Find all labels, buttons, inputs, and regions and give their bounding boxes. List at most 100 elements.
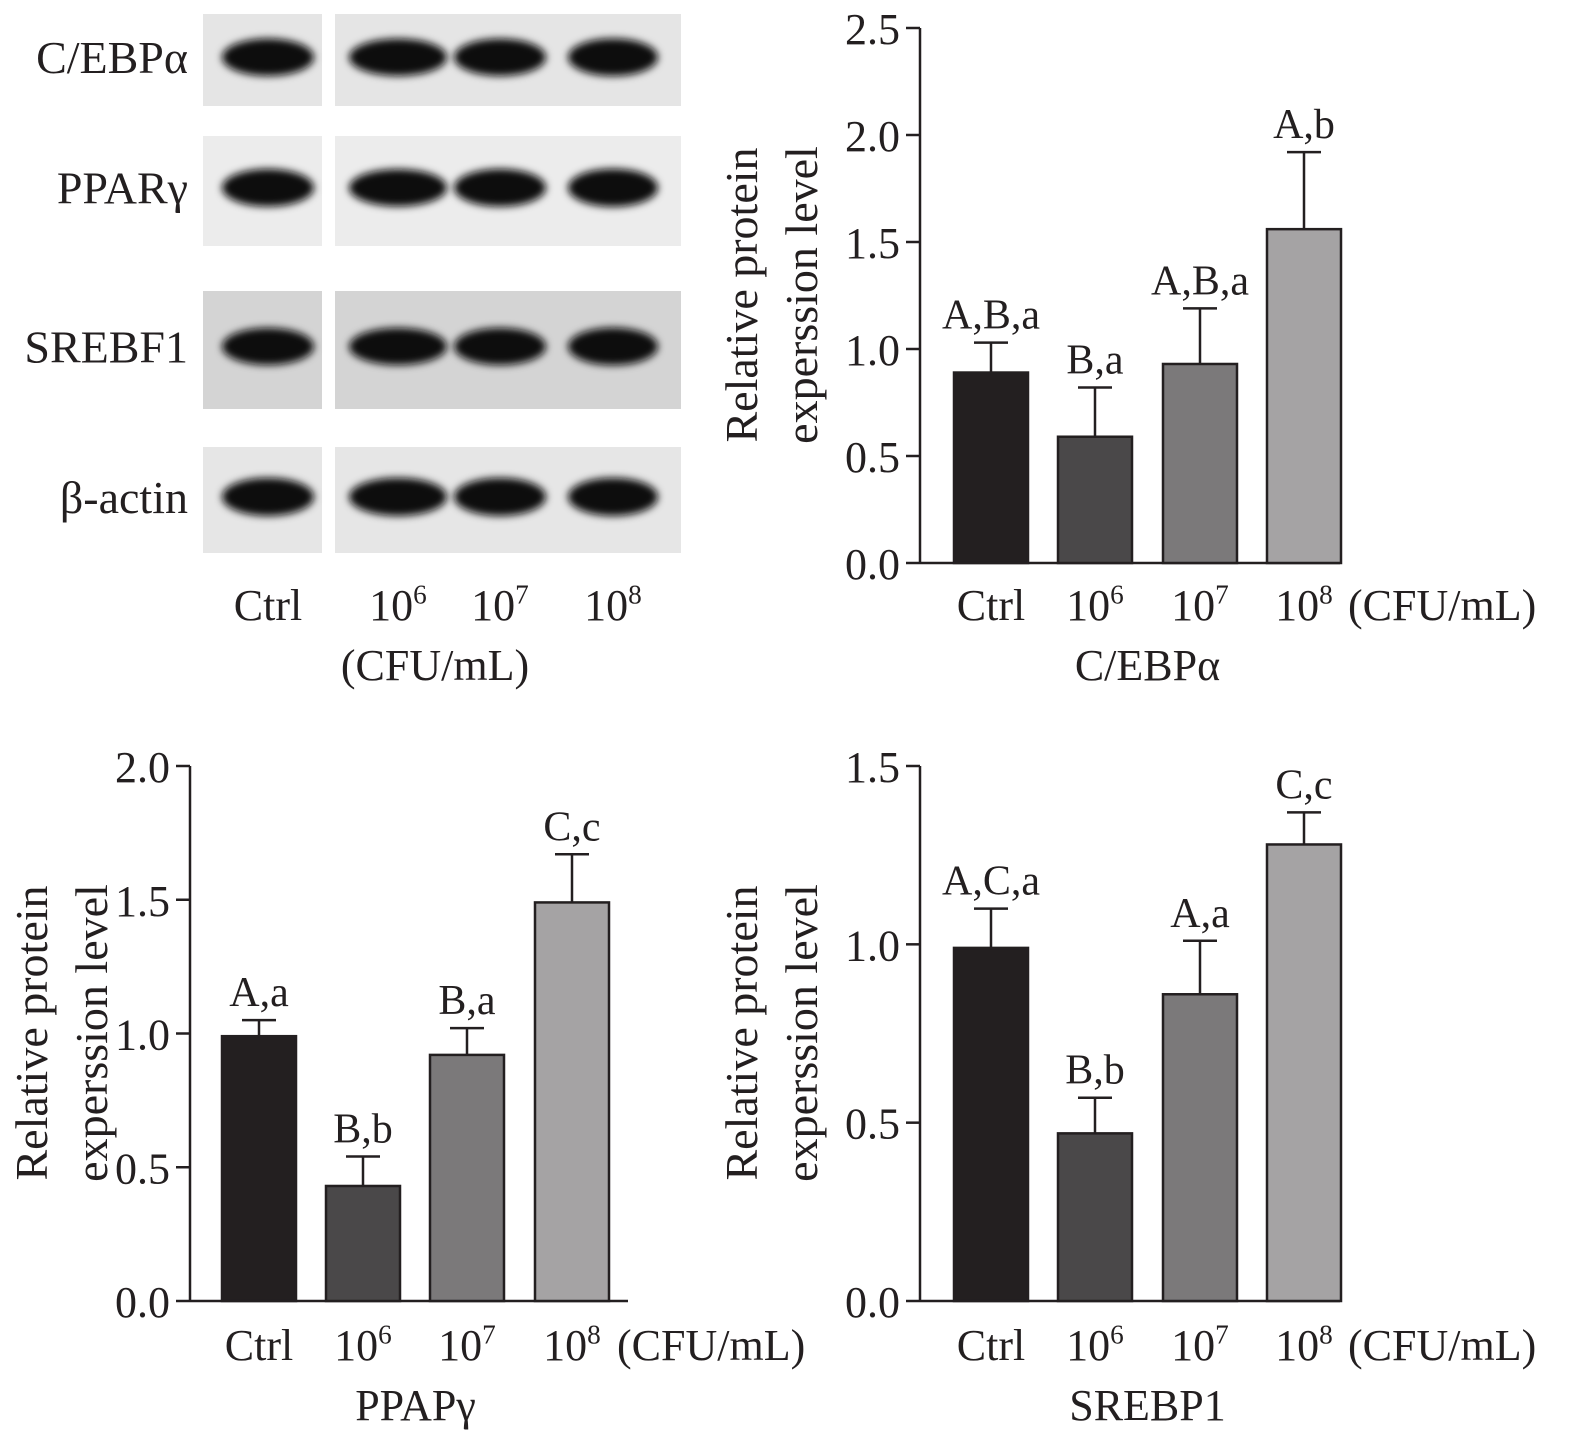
bar [1161, 362, 1239, 565]
blot-band-3-3 [568, 477, 658, 516]
blot-band-2-1 [349, 327, 447, 366]
blot-lane-label-exp: 6 [413, 579, 427, 609]
blot-lane-label-base: 10 [584, 581, 628, 630]
x-category-label-exp: 6 [378, 1319, 392, 1349]
blot-lane-label-base: 10 [369, 581, 413, 630]
chart-title: PPAPγ [355, 1381, 476, 1430]
y-tick-label: 0.5 [115, 1144, 170, 1193]
blot-band-3-1 [349, 477, 447, 516]
blot-band-1-3 [568, 168, 658, 207]
x-category-label-base: 10 [543, 1321, 587, 1370]
x-category-label-base: Ctrl [957, 1321, 1025, 1370]
y-axis-label-line1: Relative protein [716, 885, 767, 1180]
blot-lane-label: Ctrl [234, 581, 302, 630]
x-category-label-base: 10 [438, 1321, 482, 1370]
x-category-label: Ctrl [957, 1321, 1025, 1370]
x-category-label-base: Ctrl [957, 581, 1025, 630]
blot-lane-label: 107 [471, 579, 529, 630]
blot-band-2-2 [454, 327, 546, 366]
y-tick-label: 1.5 [845, 219, 900, 268]
bar [952, 371, 1030, 565]
significance-label: C,c [1275, 762, 1332, 808]
x-category-label-exp: 6 [1110, 1319, 1124, 1349]
blot-row-label: β-actin [60, 472, 188, 523]
y-tick-label: 0.0 [115, 1278, 170, 1327]
bar [1056, 435, 1134, 565]
x-unit-label: (CFU/mL) [617, 1321, 805, 1370]
bar [1265, 843, 1343, 1303]
x-category-label: 108 [1275, 1319, 1333, 1370]
blot-band-1-0 [222, 168, 314, 207]
x-category-label: Ctrl [957, 581, 1025, 630]
blot-row-label: C/EBPα [36, 32, 188, 83]
bar [1161, 993, 1239, 1303]
bar [952, 946, 1030, 1303]
blot-lane-label: 106 [369, 579, 427, 630]
x-category-label-base: 10 [1171, 1321, 1215, 1370]
x-category-label: 108 [543, 1319, 601, 1370]
x-category-label: 106 [1066, 579, 1124, 630]
blot-band-2-3 [568, 327, 658, 366]
significance-label: B,b [1065, 1048, 1125, 1094]
x-category-label-exp: 7 [1215, 1319, 1229, 1349]
x-unit-label: (CFU/mL) [1348, 581, 1536, 630]
x-unit-label: (CFU/mL) [1348, 1321, 1536, 1370]
blot-band-2-0 [222, 327, 314, 366]
y-axis-label-line2: experssion level [776, 146, 827, 444]
x-category-label-exp: 7 [482, 1319, 496, 1349]
x-category-label-base: 10 [1275, 1321, 1319, 1370]
significance-label: A,C,a [942, 859, 1040, 905]
significance-label: C,c [543, 804, 600, 850]
blot-lane-label-exp: 8 [628, 579, 642, 609]
blot-band-0-0 [222, 38, 314, 76]
x-category-label-base: Ctrl [225, 1321, 293, 1370]
blot-band-3-2 [454, 477, 546, 516]
significance-label: A,B,a [942, 293, 1040, 339]
y-tick-label: 0.0 [845, 1278, 900, 1327]
y-axis-label-line2: experssion level [66, 884, 117, 1182]
blot-row-label: SREBF1 [24, 321, 188, 372]
blot-band-0-3 [568, 38, 658, 77]
significance-label: A,b [1273, 102, 1335, 148]
bar [428, 1053, 506, 1303]
y-tick-label: 0.5 [845, 433, 900, 482]
y-tick-label: 1.0 [845, 326, 900, 375]
blot-band-0-1 [349, 38, 447, 76]
significance-label: B,a [438, 978, 496, 1024]
x-category-label: 107 [1171, 1319, 1229, 1370]
x-category-label: 107 [1171, 579, 1229, 630]
bar [533, 901, 611, 1303]
x-category-label: Ctrl [225, 1321, 293, 1370]
y-axis-label-line1: Relative protein [716, 147, 767, 442]
x-category-label-exp: 8 [1319, 579, 1333, 609]
blot-band-1-2 [454, 168, 546, 207]
x-category-label-exp: 6 [1110, 579, 1124, 609]
y-tick-label: 1.0 [845, 921, 900, 970]
y-tick-label: 1.0 [115, 1011, 170, 1060]
blot-lane-label-base: Ctrl [234, 581, 302, 630]
blot-row-label: PPARγ [57, 163, 188, 214]
x-category-label-exp: 8 [1319, 1319, 1333, 1349]
y-tick-label: 2.5 [845, 5, 900, 54]
x-category-label: 107 [438, 1319, 496, 1370]
x-category-label-exp: 7 [1215, 579, 1229, 609]
y-tick-label: 0.5 [845, 1100, 900, 1149]
bar [1056, 1132, 1134, 1303]
x-category-label-base: 10 [1171, 581, 1215, 630]
significance-label: B,a [1066, 338, 1124, 384]
y-tick-label: 0.0 [845, 540, 900, 589]
significance-label: A,a [1170, 891, 1230, 937]
x-category-label: 108 [1275, 579, 1333, 630]
y-axis-label-line2: experssion level [776, 884, 827, 1182]
x-category-label: 106 [1066, 1319, 1124, 1370]
x-category-label-base: 10 [1066, 581, 1110, 630]
y-axis-label-line1: Relative protein [6, 885, 57, 1180]
chart-title: C/EBPα [1075, 641, 1220, 690]
significance-label: B,b [333, 1107, 393, 1153]
blot-lane-label-base: 10 [471, 581, 515, 630]
x-category-label-base: 10 [1275, 581, 1319, 630]
bar [220, 1034, 298, 1303]
